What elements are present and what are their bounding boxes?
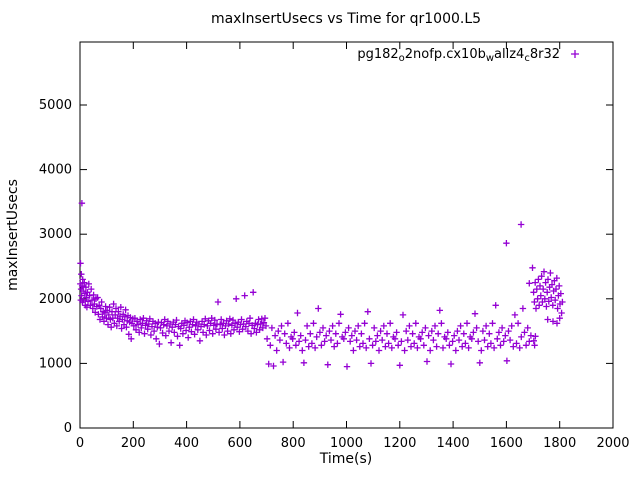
y-tick-label: 0 bbox=[64, 421, 72, 436]
x-tick-label: 800 bbox=[281, 436, 306, 451]
x-tick-label: 600 bbox=[227, 436, 252, 451]
y-axis-ticks: 0 1000 2000 3000 4000 5000 bbox=[39, 98, 613, 436]
data-points bbox=[77, 200, 566, 370]
y-axis-label: maxInsertUsecs bbox=[5, 179, 21, 291]
x-tick-label: 0 bbox=[76, 436, 84, 451]
chart-title: maxInsertUsecs vs Time for qr1000.L5 bbox=[211, 11, 481, 27]
x-tick-label: 1800 bbox=[543, 436, 576, 451]
x-axis-label: Time(s) bbox=[319, 451, 372, 467]
x-tick-label: 1200 bbox=[383, 436, 416, 451]
y-tick-label: 5000 bbox=[39, 98, 72, 113]
series-points bbox=[77, 200, 566, 370]
y-tick-label: 2000 bbox=[39, 292, 72, 307]
x-tick-label: 1000 bbox=[330, 436, 363, 451]
x-tick-label: 1600 bbox=[490, 436, 523, 451]
legend-label: pg182o2nofp.cx10bwallz4c8r32 bbox=[357, 47, 560, 64]
y-tick-label: 1000 bbox=[39, 356, 72, 371]
x-tick-label: 200 bbox=[121, 436, 146, 451]
x-tick-label: 400 bbox=[174, 436, 199, 451]
legend-marker-icon bbox=[571, 50, 579, 58]
x-axis-ticks: 0 200 400 600 800 1000 1200 1400 1600 1800 2000 bbox=[76, 42, 630, 451]
x-tick-label: 2000 bbox=[596, 436, 629, 451]
x-tick-label: 1400 bbox=[437, 436, 470, 451]
legend: pg182o2nofp.cx10bwallz4c8r32 bbox=[357, 47, 579, 64]
y-tick-label: 4000 bbox=[39, 163, 72, 178]
y-tick-label: 3000 bbox=[39, 227, 72, 242]
plot-border bbox=[79, 41, 614, 429]
